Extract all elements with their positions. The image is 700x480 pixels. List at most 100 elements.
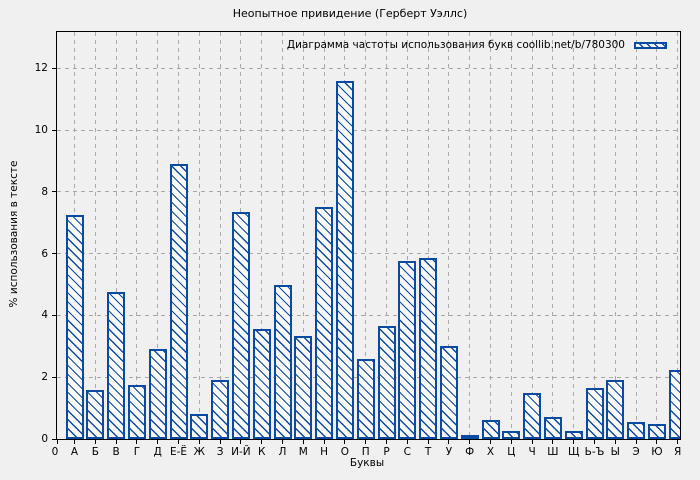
x-tick: [490, 439, 491, 444]
bar: [647, 423, 666, 439]
y-tick-label: 4: [41, 309, 48, 322]
y-tick-label: 0: [41, 433, 48, 445]
x-tick-label: Е-Ё: [169, 446, 188, 458]
x-tick: [635, 439, 637, 444]
bar: [398, 261, 417, 439]
x-tick: [448, 439, 450, 444]
x-tick: [427, 439, 429, 444]
x-tick: [136, 439, 138, 444]
x-tick: [386, 439, 387, 444]
x-tick-label: Х: [486, 446, 495, 458]
x-gridline: [282, 32, 283, 439]
x-tick: [573, 439, 575, 444]
x-tick-label: Л: [278, 446, 287, 458]
bar: [65, 215, 84, 439]
x-tick: [365, 439, 367, 444]
bar: [335, 80, 354, 439]
x-tick-label: Я: [674, 446, 682, 458]
x-gridline: [427, 32, 429, 439]
x-tick: [157, 439, 159, 444]
x-tick: [677, 439, 679, 444]
x-tick: [178, 439, 179, 444]
x-tick-label: И-Й: [231, 446, 251, 458]
bar: [86, 389, 105, 439]
x-gridline: [448, 32, 450, 439]
x-tick-label: К: [257, 446, 266, 458]
x-tick-label: Ю: [651, 446, 663, 458]
x-tick-label: Т: [424, 446, 432, 458]
y-tick-label: 2: [41, 371, 48, 384]
x-tick-label: П: [361, 446, 370, 458]
x-tick-label: М: [298, 446, 308, 458]
y-tick: [52, 67, 57, 69]
x-tick: [219, 439, 221, 444]
x-gridline: [157, 32, 159, 439]
x-tick-label: Ф: [465, 446, 475, 458]
x-tick: [323, 439, 325, 444]
y-tick-label: 10: [34, 124, 48, 137]
x-tick-label: С: [403, 446, 411, 458]
x-tick-label: У: [445, 446, 453, 458]
x-tick: [282, 439, 283, 444]
x-tick: [240, 439, 242, 444]
x-tick-label: Ы: [610, 446, 620, 458]
bar: [294, 335, 313, 439]
bar: [606, 380, 625, 439]
bar: [107, 292, 126, 439]
bar: [315, 207, 334, 439]
x-gridline: [552, 32, 554, 439]
x-tick-label: Э: [632, 446, 640, 458]
y-axis-label: % использования в тексте: [8, 160, 20, 308]
x-gridline: [469, 32, 471, 439]
x-tick-label: А: [70, 446, 79, 458]
x-tick: [94, 439, 96, 444]
legend-hatched-bar-swatch: [634, 41, 667, 49]
bar: [419, 258, 438, 439]
y-gridline: [57, 67, 680, 69]
bar: [585, 388, 604, 439]
x-gridline: [614, 32, 616, 439]
y-tick-label: 8: [41, 185, 48, 198]
x-gridline: [302, 32, 304, 439]
x-tick-label: Б: [91, 446, 99, 458]
x-tick: [344, 439, 346, 444]
x-gridline: [677, 32, 679, 439]
x-gridline: [136, 32, 138, 439]
x-tick: [261, 439, 263, 444]
bar: [627, 422, 646, 439]
bar: [460, 435, 479, 439]
x-tick-label: Н: [320, 446, 329, 458]
x-tick: [531, 439, 533, 444]
x-gridline: [406, 32, 408, 439]
bar: [523, 392, 542, 439]
y-tick-label: 12: [34, 62, 48, 75]
x-tick-label: З: [216, 446, 224, 458]
y-tick: [52, 129, 57, 131]
x-tick: [406, 439, 408, 444]
y-gridline: [57, 129, 680, 131]
x-gridline: [219, 32, 221, 439]
x-tick: [115, 439, 117, 444]
y-gridline: [57, 253, 680, 255]
x-tick-label: О: [340, 446, 350, 458]
x-gridline: [94, 32, 96, 439]
bar: [273, 284, 292, 439]
bar: [231, 212, 250, 439]
bar: [169, 164, 188, 439]
x-tick: [302, 439, 304, 444]
x-tick: [56, 439, 58, 444]
bar: [148, 349, 167, 439]
x-tick-label: Г: [133, 446, 141, 458]
bar: [481, 420, 500, 439]
bar: [356, 358, 375, 439]
x-tick: [614, 439, 616, 444]
x-tick-label: Ш: [547, 446, 559, 458]
y-gridline: [57, 314, 680, 316]
x-gridline: [510, 32, 512, 439]
y-tick: [52, 438, 57, 440]
y-tick-label: 6: [41, 247, 48, 260]
bars-layer: [57, 32, 680, 439]
legend: Диаграмма частоты использования букв coo…: [287, 39, 667, 51]
x-gridline: [198, 32, 200, 439]
x-axis-label: Буквы: [349, 457, 385, 469]
